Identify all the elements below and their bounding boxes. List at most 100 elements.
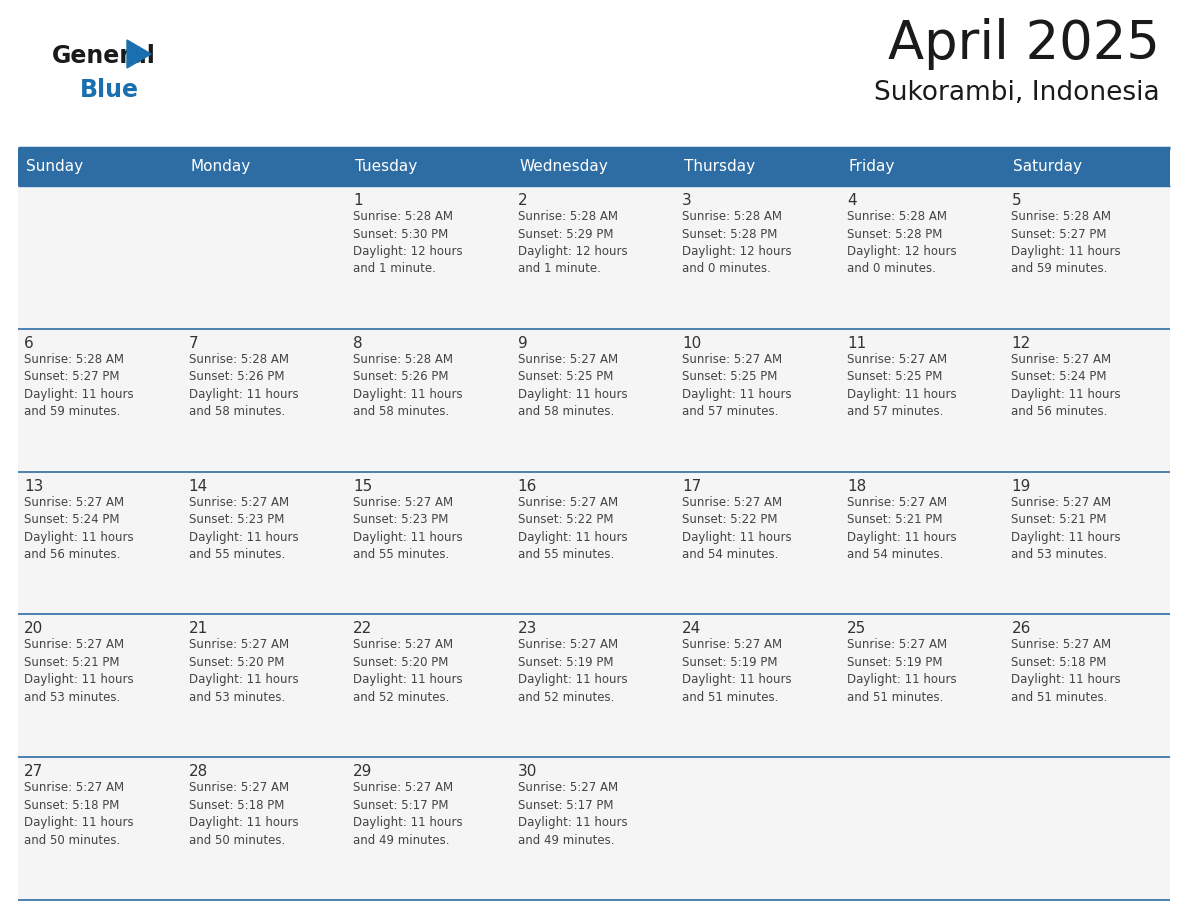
Bar [18,614,183,757]
Bar [1005,757,1170,900]
Text: Sunrise: 5:28 AM
Sunset: 5:27 PM
Daylight: 11 hours
and 59 minutes.: Sunrise: 5:28 AM Sunset: 5:27 PM Dayligh… [24,353,133,419]
Text: 8: 8 [353,336,362,351]
Bar [676,614,841,757]
Text: Sunrise: 5:27 AM
Sunset: 5:21 PM
Daylight: 11 hours
and 54 minutes.: Sunrise: 5:27 AM Sunset: 5:21 PM Dayligh… [847,496,956,561]
Bar [347,614,512,757]
Bar [841,614,1005,757]
Text: Sunrise: 5:27 AM
Sunset: 5:18 PM
Daylight: 11 hours
and 51 minutes.: Sunrise: 5:27 AM Sunset: 5:18 PM Dayligh… [1011,638,1121,704]
Bar [18,148,183,186]
Bar [841,186,1005,329]
Text: Sunrise: 5:28 AM
Sunset: 5:28 PM
Daylight: 12 hours
and 0 minutes.: Sunrise: 5:28 AM Sunset: 5:28 PM Dayligh… [847,210,956,275]
Text: 17: 17 [682,478,702,494]
Bar [347,757,512,900]
Text: General: General [52,44,156,68]
Text: 21: 21 [189,621,208,636]
Text: 2: 2 [518,193,527,208]
Text: 16: 16 [518,478,537,494]
Text: 13: 13 [24,478,44,494]
Text: Sunrise: 5:27 AM
Sunset: 5:19 PM
Daylight: 11 hours
and 52 minutes.: Sunrise: 5:27 AM Sunset: 5:19 PM Dayligh… [518,638,627,704]
Text: Sunrise: 5:27 AM
Sunset: 5:19 PM
Daylight: 11 hours
and 51 minutes.: Sunrise: 5:27 AM Sunset: 5:19 PM Dayligh… [847,638,956,704]
Text: 15: 15 [353,478,372,494]
Text: 25: 25 [847,621,866,636]
Polygon shape [127,40,151,68]
Text: Sunrise: 5:27 AM
Sunset: 5:23 PM
Daylight: 11 hours
and 55 minutes.: Sunrise: 5:27 AM Sunset: 5:23 PM Dayligh… [189,496,298,561]
Bar [841,329,1005,472]
Bar [1005,148,1170,186]
Text: 28: 28 [189,764,208,779]
Bar [676,148,841,186]
Text: Monday: Monday [190,160,251,174]
Text: 22: 22 [353,621,372,636]
Bar [347,186,512,329]
Text: Sunrise: 5:27 AM
Sunset: 5:17 PM
Daylight: 11 hours
and 49 minutes.: Sunrise: 5:27 AM Sunset: 5:17 PM Dayligh… [518,781,627,846]
Text: Sunrise: 5:27 AM
Sunset: 5:24 PM
Daylight: 11 hours
and 56 minutes.: Sunrise: 5:27 AM Sunset: 5:24 PM Dayligh… [24,496,133,561]
Text: Sunrise: 5:28 AM
Sunset: 5:26 PM
Daylight: 11 hours
and 58 minutes.: Sunrise: 5:28 AM Sunset: 5:26 PM Dayligh… [353,353,463,419]
Text: 24: 24 [682,621,702,636]
Bar [183,329,347,472]
Text: 18: 18 [847,478,866,494]
Bar [1005,472,1170,614]
Bar [347,148,512,186]
Bar [183,757,347,900]
Text: 20: 20 [24,621,43,636]
Text: 10: 10 [682,336,702,351]
Bar [512,329,676,472]
Bar [512,614,676,757]
Bar [512,148,676,186]
Bar [347,329,512,472]
Text: Sunrise: 5:27 AM
Sunset: 5:17 PM
Daylight: 11 hours
and 49 minutes.: Sunrise: 5:27 AM Sunset: 5:17 PM Dayligh… [353,781,463,846]
Text: Blue: Blue [80,78,139,102]
Bar [512,186,676,329]
Text: Sunrise: 5:28 AM
Sunset: 5:27 PM
Daylight: 11 hours
and 59 minutes.: Sunrise: 5:28 AM Sunset: 5:27 PM Dayligh… [1011,210,1121,275]
Text: Thursday: Thursday [684,160,756,174]
Text: Sukorambi, Indonesia: Sukorambi, Indonesia [874,80,1159,106]
Bar [183,148,347,186]
Bar [841,757,1005,900]
Text: 29: 29 [353,764,373,779]
Text: Sunrise: 5:27 AM
Sunset: 5:18 PM
Daylight: 11 hours
and 50 minutes.: Sunrise: 5:27 AM Sunset: 5:18 PM Dayligh… [24,781,133,846]
Bar [841,148,1005,186]
Text: Sunrise: 5:27 AM
Sunset: 5:19 PM
Daylight: 11 hours
and 51 minutes.: Sunrise: 5:27 AM Sunset: 5:19 PM Dayligh… [682,638,792,704]
Bar [1005,329,1170,472]
Text: Friday: Friday [849,160,896,174]
Text: 11: 11 [847,336,866,351]
Text: 4: 4 [847,193,857,208]
Text: 3: 3 [682,193,693,208]
Bar [1005,186,1170,329]
Text: Saturday: Saturday [1013,160,1082,174]
Text: Sunrise: 5:28 AM
Sunset: 5:29 PM
Daylight: 12 hours
and 1 minute.: Sunrise: 5:28 AM Sunset: 5:29 PM Dayligh… [518,210,627,275]
Bar [1005,614,1170,757]
Text: 27: 27 [24,764,43,779]
Bar [512,472,676,614]
Text: 23: 23 [518,621,537,636]
Text: Sunrise: 5:28 AM
Sunset: 5:30 PM
Daylight: 12 hours
and 1 minute.: Sunrise: 5:28 AM Sunset: 5:30 PM Dayligh… [353,210,463,275]
Text: 14: 14 [189,478,208,494]
Text: Sunrise: 5:27 AM
Sunset: 5:25 PM
Daylight: 11 hours
and 57 minutes.: Sunrise: 5:27 AM Sunset: 5:25 PM Dayligh… [847,353,956,419]
Bar [18,186,183,329]
Bar [18,329,183,472]
Text: Sunrise: 5:27 AM
Sunset: 5:20 PM
Daylight: 11 hours
and 53 minutes.: Sunrise: 5:27 AM Sunset: 5:20 PM Dayligh… [189,638,298,704]
Text: 9: 9 [518,336,527,351]
Text: Sunrise: 5:27 AM
Sunset: 5:21 PM
Daylight: 11 hours
and 53 minutes.: Sunrise: 5:27 AM Sunset: 5:21 PM Dayligh… [24,638,133,704]
Text: 12: 12 [1011,336,1031,351]
Text: Sunrise: 5:27 AM
Sunset: 5:22 PM
Daylight: 11 hours
and 55 minutes.: Sunrise: 5:27 AM Sunset: 5:22 PM Dayligh… [518,496,627,561]
Text: Sunrise: 5:27 AM
Sunset: 5:20 PM
Daylight: 11 hours
and 52 minutes.: Sunrise: 5:27 AM Sunset: 5:20 PM Dayligh… [353,638,463,704]
Bar [347,472,512,614]
Text: 6: 6 [24,336,33,351]
Bar [676,329,841,472]
Text: Sunrise: 5:27 AM
Sunset: 5:25 PM
Daylight: 11 hours
and 58 minutes.: Sunrise: 5:27 AM Sunset: 5:25 PM Dayligh… [518,353,627,419]
Text: Wednesday: Wednesday [519,160,608,174]
Text: Sunrise: 5:27 AM
Sunset: 5:18 PM
Daylight: 11 hours
and 50 minutes.: Sunrise: 5:27 AM Sunset: 5:18 PM Dayligh… [189,781,298,846]
Bar [676,186,841,329]
Bar [676,757,841,900]
Bar [512,757,676,900]
Text: 5: 5 [1011,193,1020,208]
Text: 30: 30 [518,764,537,779]
Bar [183,186,347,329]
Text: Sunrise: 5:27 AM
Sunset: 5:22 PM
Daylight: 11 hours
and 54 minutes.: Sunrise: 5:27 AM Sunset: 5:22 PM Dayligh… [682,496,792,561]
Text: Sunday: Sunday [26,160,83,174]
Bar [676,472,841,614]
Text: Sunrise: 5:27 AM
Sunset: 5:23 PM
Daylight: 11 hours
and 55 minutes.: Sunrise: 5:27 AM Sunset: 5:23 PM Dayligh… [353,496,463,561]
Bar [183,614,347,757]
Text: April 2025: April 2025 [889,18,1159,70]
